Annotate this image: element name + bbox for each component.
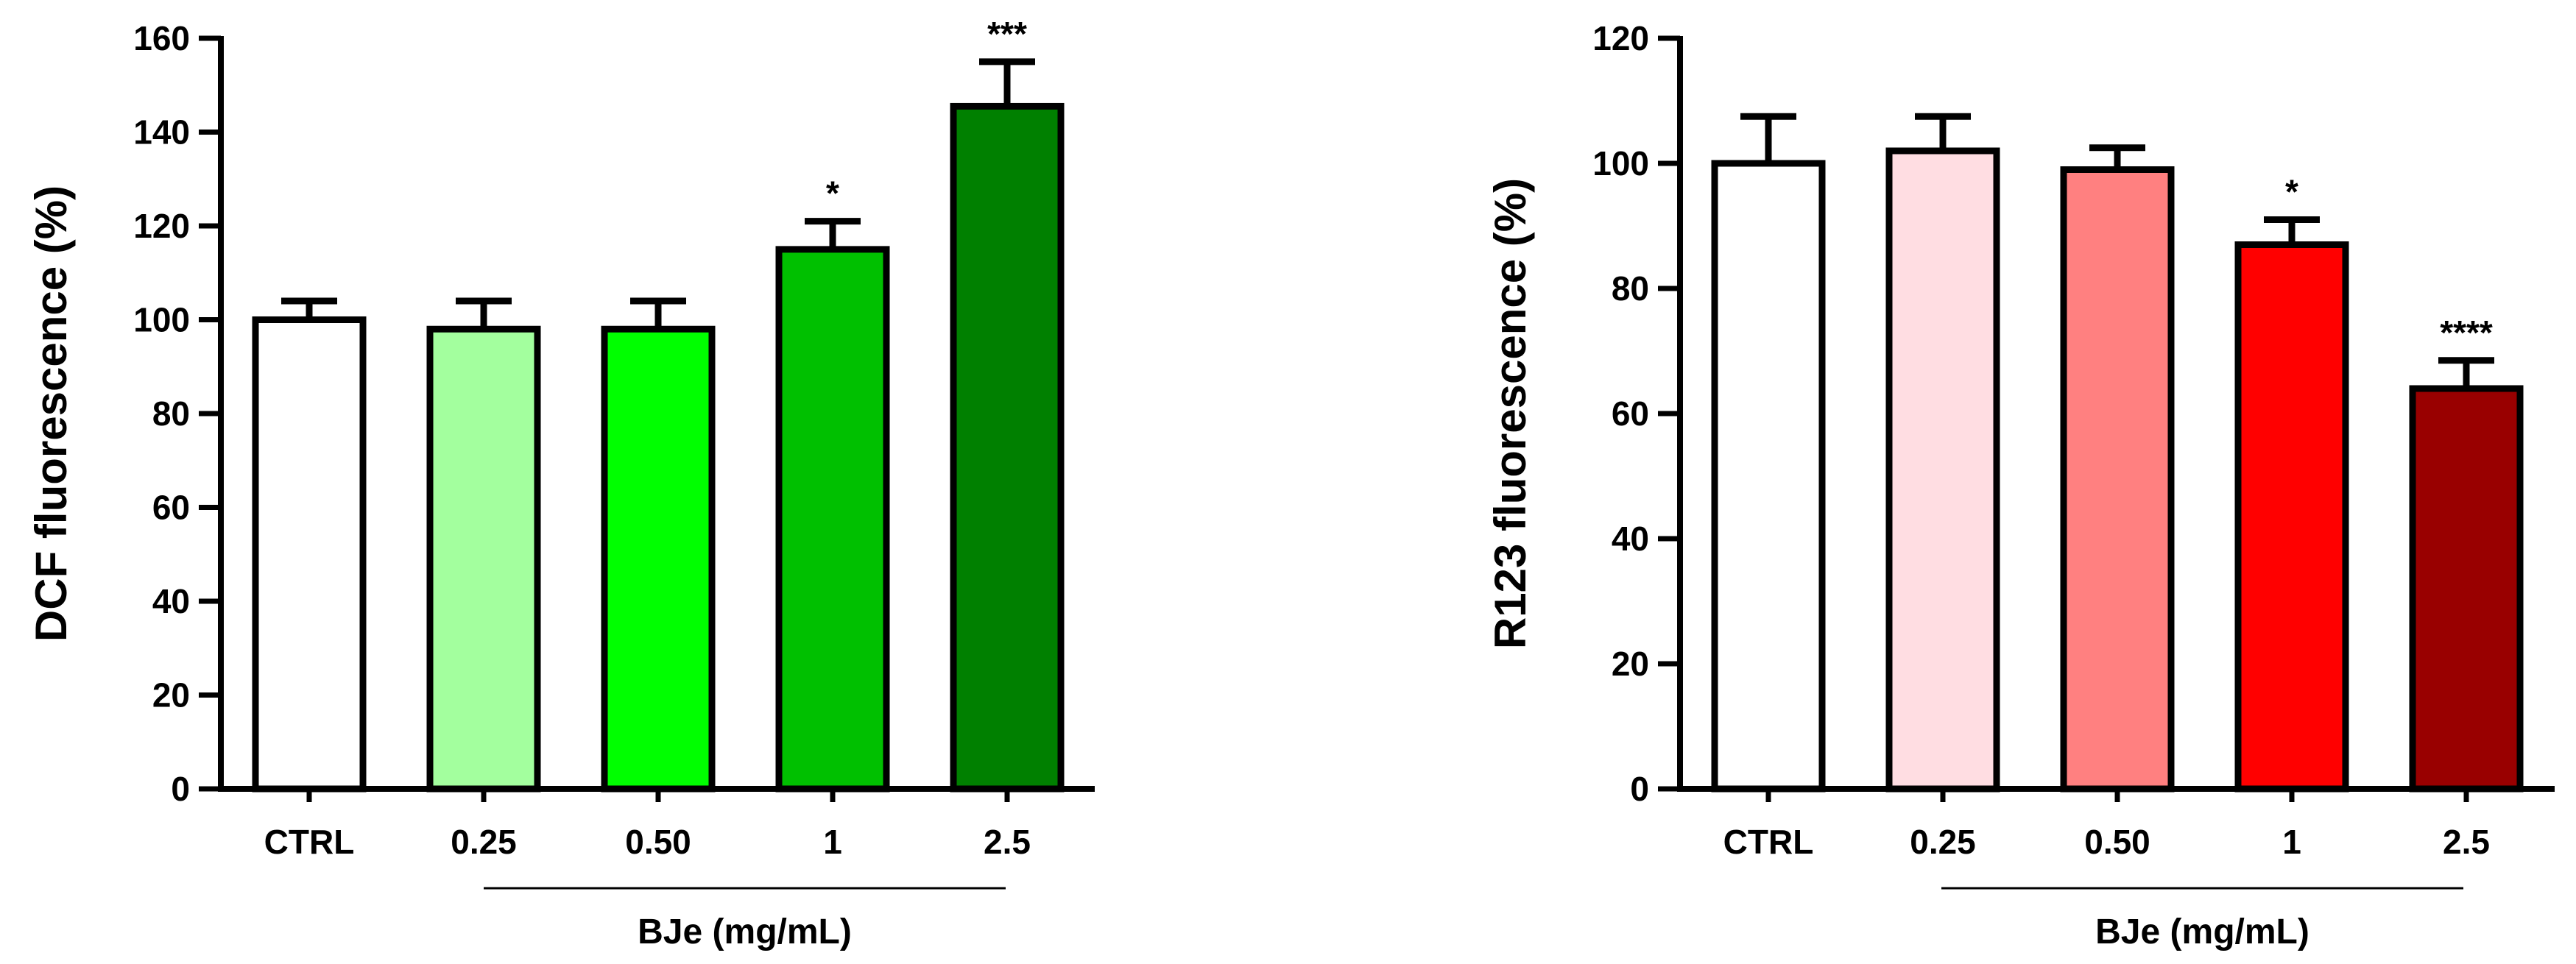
y-tick-label: 60 [152, 489, 190, 527]
x-tick-label: 1 [2282, 823, 2301, 861]
y-tick-label: 160 [133, 19, 190, 57]
significance-label: * [2285, 173, 2298, 211]
y-tick-label: 40 [152, 582, 190, 620]
y-tick-label: 20 [1612, 645, 1649, 683]
x-tick-label: CTRL [264, 823, 355, 861]
significance-label: * [826, 174, 839, 213]
bar [252, 316, 367, 793]
y-tick-label: 80 [152, 394, 190, 433]
significance-label: **** [2440, 313, 2493, 352]
significance-label: *** [987, 15, 1027, 53]
y-tick-label: 120 [133, 207, 190, 245]
bar [950, 102, 1065, 793]
y-tick-label: 80 [1612, 269, 1649, 308]
x-tick-label: 2.5 [2443, 823, 2490, 861]
bar [2409, 385, 2524, 793]
bar [601, 325, 716, 793]
bar [1711, 160, 1826, 793]
y-tick-label: 140 [133, 113, 190, 152]
y-tick-label: 120 [1592, 19, 1649, 57]
x-tick-label: 0.50 [2084, 823, 2150, 861]
r123-chart: CTRL 0.25 0.50 * 1 **** 2.5 0 20 40 60 80 100 120 R123… [1486, 19, 2555, 951]
bar [426, 325, 541, 793]
y-tick-label: 0 [1630, 770, 1649, 808]
x-tick-label: 0.25 [451, 823, 517, 861]
y-axis-title: R123 fluorescence (%) [1486, 178, 1535, 649]
y-tick-label: 100 [1592, 144, 1649, 182]
dcf-chart: CTRL 0.25 0.50 * 1 *** 2.5 0 20 40 60 80 100 120 140 16… [27, 15, 1095, 951]
bar [775, 246, 890, 793]
bar [2060, 166, 2175, 793]
group-label: BJe (mg/mL) [2095, 912, 2309, 951]
bar [1885, 147, 2000, 793]
y-tick-label: 20 [152, 676, 190, 715]
bar [2234, 241, 2349, 793]
group-label: BJe (mg/mL) [638, 912, 852, 951]
x-tick-label: 2.5 [984, 823, 1031, 861]
y-tick-label: 60 [1612, 394, 1649, 433]
x-tick-label: CTRL [1723, 823, 1814, 861]
x-tick-label: 0.50 [625, 823, 691, 861]
x-tick-label: 1 [823, 823, 842, 861]
y-axis-title: DCF fluorescence (%) [27, 185, 76, 642]
x-tick-label: 0.25 [1910, 823, 1976, 861]
y-tick-label: 0 [171, 770, 190, 808]
y-tick-label: 40 [1612, 520, 1649, 558]
y-tick-label: 100 [133, 301, 190, 339]
